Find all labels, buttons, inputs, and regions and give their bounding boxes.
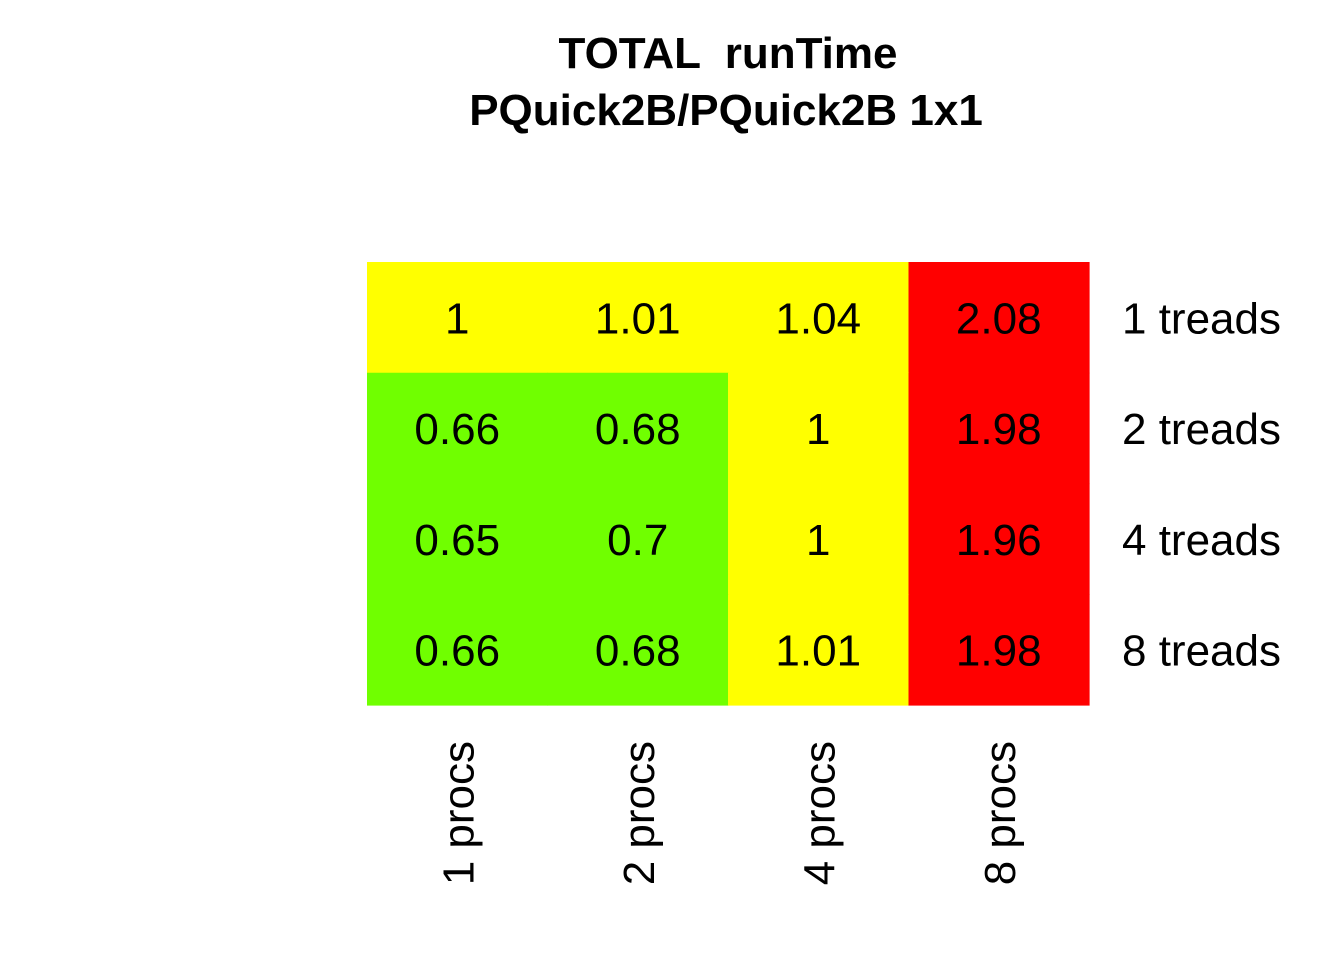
heatmap-cell xyxy=(908,372,1090,485)
heatmap-cell-label: 1 xyxy=(445,294,469,343)
column-label: 4 procs xyxy=(795,741,844,885)
row-label: 8 treads xyxy=(1122,627,1281,676)
heatmap-cell-labels: 1 1.01 1.04 2.08 0.66 0.68 1 1.98 0.65 0.7 1 1.96 0.… xyxy=(414,294,1041,675)
heatmap-cell-label: 0.7 xyxy=(607,516,668,565)
heatmap-cell xyxy=(908,483,1090,595)
column-labels: 1 procs 2 procs 4 procs 8 procs xyxy=(434,741,1025,885)
heatmap-cell xyxy=(547,594,729,706)
column-label: 1 procs xyxy=(434,741,483,885)
heatmap-cell-label: 0.68 xyxy=(595,405,681,454)
heatmap-cell xyxy=(547,262,729,374)
heatmap-cell xyxy=(367,483,549,595)
heatmap-cell-label: 1.01 xyxy=(775,627,861,676)
heatmap-cell xyxy=(367,594,549,706)
heatmap-cell xyxy=(908,594,1090,706)
heatmap-cell-label: 1.01 xyxy=(595,294,681,343)
row-label: 1 treads xyxy=(1122,294,1281,343)
heatmap-cell xyxy=(547,372,729,485)
row-labels: 1 treads 2 treads 4 treads 8 treads xyxy=(1122,294,1281,675)
heatmap-cell xyxy=(367,372,549,485)
column-label: 2 procs xyxy=(615,741,664,885)
heatmap-cell xyxy=(728,262,910,374)
heatmap-cell xyxy=(728,372,910,485)
heatmap-cell-label: 0.68 xyxy=(595,627,681,676)
column-label: 8 procs xyxy=(976,741,1025,885)
heatmap-cell-label: 1.98 xyxy=(956,627,1042,676)
chart-title: TOTAL runTime xyxy=(558,29,897,78)
heatmap-cell-label: 1 xyxy=(806,516,830,565)
row-label: 2 treads xyxy=(1122,405,1281,454)
heatmap-cell xyxy=(728,594,910,706)
heatmap-cell-label: 2.08 xyxy=(956,294,1042,343)
heatmap-cell-label: 0.66 xyxy=(414,405,500,454)
heatmap-cell xyxy=(547,483,729,595)
heatmap-cell-label: 1 xyxy=(806,405,830,454)
heatmap-cell-label: 1.98 xyxy=(956,405,1042,454)
heatmap-cell xyxy=(367,262,549,374)
heatmap-cell-label: 0.65 xyxy=(414,516,500,565)
chart-subtitle: PQuick2B/PQuick2B 1x1 xyxy=(469,86,983,135)
heatmap-cell-label: 1.04 xyxy=(775,294,861,343)
heatmap-cell xyxy=(908,262,1090,374)
row-label: 4 treads xyxy=(1122,516,1281,565)
heatmap-cell-label: 0.66 xyxy=(414,627,500,676)
heatmap-cells xyxy=(367,262,1090,706)
heatmap-cell-label: 1.96 xyxy=(956,516,1042,565)
heatmap-cell xyxy=(728,483,910,595)
